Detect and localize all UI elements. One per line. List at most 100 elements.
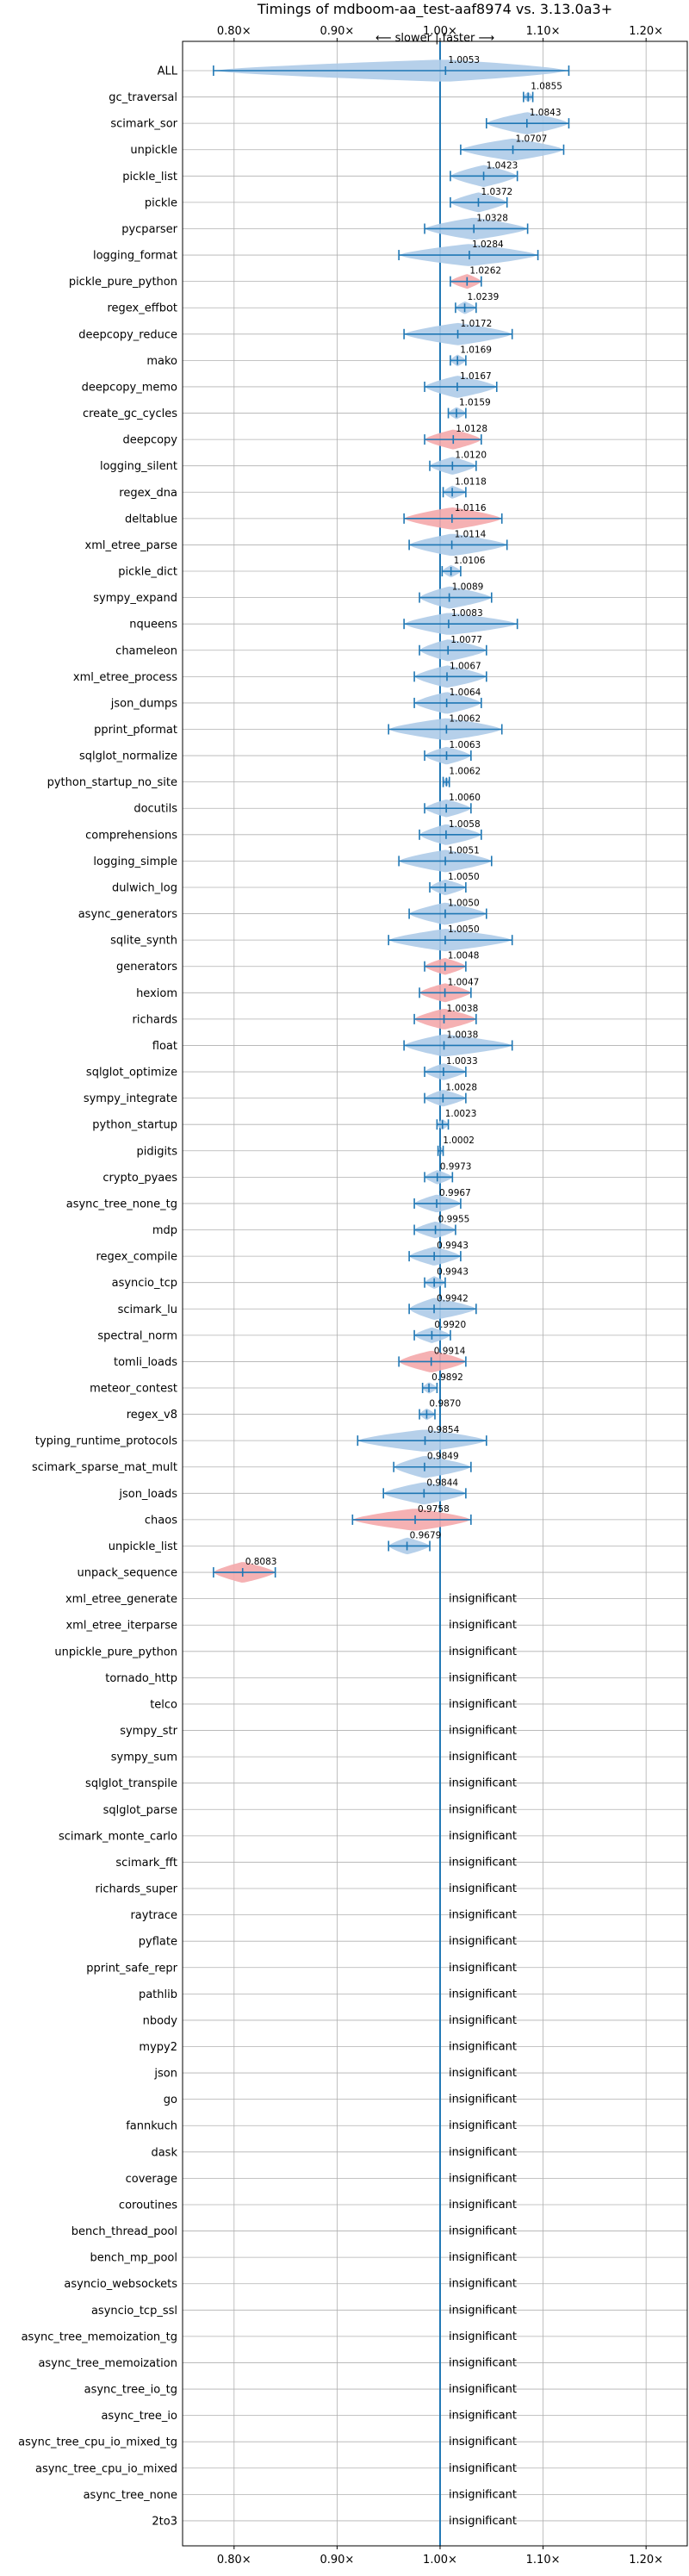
benchmark-row: chaos 0.9758 (145, 1504, 472, 1531)
value-label: 1.0060 (449, 793, 481, 803)
benchmark-name-label: tomli_loads (114, 1356, 177, 1369)
benchmark-name-label: nqueens (129, 619, 177, 632)
insignificant-label: insignificant (449, 2172, 517, 2185)
benchmark-row: coroutines insignificant (119, 2199, 517, 2212)
benchmark-row: asyncio_websockets insignificant (64, 2278, 517, 2292)
benchmark-row: sqlite_synth 1.0050 (110, 924, 513, 952)
benchmark-row: regex_compile 0.9943 (96, 1241, 469, 1266)
benchmark-name-label: comprehensions (85, 829, 177, 842)
benchmark-row: hexiom 1.0047 (136, 977, 479, 1003)
benchmark-name-label: dulwich_log (112, 881, 177, 894)
benchmark-name-label: typing_runtime_protocols (35, 1435, 177, 1448)
benchmark-row: dask insignificant (151, 2146, 516, 2160)
value-label: 1.0067 (450, 661, 481, 671)
value-label: 1.0050 (448, 924, 480, 935)
benchmark-row: sympy_sum insignificant (111, 1751, 517, 1764)
benchmark-row: pickle_dict 1.0106 (118, 556, 485, 579)
insignificant-label: insignificant (449, 1751, 517, 1764)
benchmark-row: json_dumps 1.0064 (110, 688, 482, 714)
benchmark-name-label: coverage (126, 2173, 177, 2186)
insignificant-label: insignificant (449, 1646, 517, 1658)
benchmark-row: async_tree_none_tg 0.9967 (66, 1188, 471, 1213)
value-label: 1.0023 (445, 1109, 477, 1119)
benchmark-name-label: async_tree_none_tg (66, 1198, 177, 1210)
benchmark-name-label: async_tree_io (101, 2410, 177, 2423)
value-label: 1.0843 (530, 108, 562, 118)
benchmark-name-label: docutils (133, 803, 177, 816)
benchmark-name-label: 2to3 (152, 2515, 177, 2528)
insignificant-label: insignificant (449, 1803, 517, 1816)
benchmark-name-label: json_dumps (110, 697, 177, 710)
insignificant-label: insignificant (449, 1935, 517, 1948)
benchmark-row: deltablue 1.0116 (125, 503, 503, 530)
benchmark-row: raytrace insignificant (130, 1909, 517, 1923)
benchmark-name-label: sqlglot_parse (103, 1804, 177, 1817)
value-label: 1.0050 (448, 872, 480, 882)
benchmark-row: sympy_integrate 1.0028 (84, 1083, 477, 1107)
benchmark-name-label: async_tree_cpu_io_mixed (35, 2462, 177, 2475)
x-tick-label-bottom: 0.80× (217, 2554, 251, 2567)
benchmark-row: xml_etree_parse 1.0114 (85, 529, 508, 557)
value-label: 1.0167 (460, 371, 492, 382)
benchmark-name-label: sympy_integrate (84, 1092, 177, 1105)
benchmark-name-label: hexiom (136, 987, 177, 1000)
benchmark-name-label: json_loads (118, 1488, 177, 1501)
benchmark-row: mypy2 insignificant (139, 2041, 517, 2055)
benchmark-rows: ALL 1.0053 gc_traversal 1.0855 scimark_sor 1.… (18, 55, 570, 2528)
benchmark-name-label: dask (151, 2146, 177, 2159)
benchmark-row: deepcopy 1.0128 (122, 424, 487, 450)
insignificant-label: insignificant (449, 2330, 517, 2343)
benchmark-name-label: asyncio_tcp_ssl (91, 2305, 177, 2318)
benchmark-row: ALL 1.0053 (158, 55, 570, 82)
insignificant-label: insignificant (449, 2067, 517, 2080)
value-label: 1.0063 (450, 740, 481, 750)
value-label: 1.0002 (443, 1136, 475, 1146)
benchmark-row: sqlglot_optimize 1.0033 (86, 1056, 478, 1080)
benchmark-row: nqueens 1.0083 (129, 608, 518, 635)
value-label: 1.0038 (447, 1030, 479, 1040)
benchmark-row: go insignificant (164, 2094, 517, 2107)
insignificant-label: insignificant (449, 1619, 517, 1632)
value-label: 1.0114 (455, 529, 487, 539)
benchmark-row: async_tree_memoization_tg insignificant (22, 2330, 517, 2344)
insignificant-label: insignificant (449, 2515, 517, 2528)
value-label: 0.9943 (437, 1267, 469, 1278)
benchmark-row: async_tree_cpu_io_mixed_tg insignificant (18, 2436, 517, 2449)
value-label: 1.0106 (454, 556, 486, 566)
benchmark-row: async_tree_none insignificant (84, 2488, 517, 2502)
benchmark-name-label: pathlib (139, 1988, 177, 2001)
value-label: 1.0262 (469, 266, 501, 277)
benchmark-name-label: go (164, 2094, 177, 2106)
x-tick-label-top: 1.20× (629, 25, 663, 38)
x-tick-label-top: 1.10× (526, 25, 561, 38)
x-tick-label-bottom: 1.00× (423, 2554, 457, 2567)
value-label: 1.0118 (455, 476, 487, 487)
value-label: 0.9973 (440, 1161, 472, 1172)
benchmark-name-label: logging_format (93, 250, 177, 263)
benchmark-row: json insignificant (153, 2067, 517, 2081)
benchmark-row: async_generators 1.0050 (78, 899, 487, 925)
value-label: 0.9870 (429, 1399, 461, 1409)
value-label: 1.0169 (460, 345, 492, 355)
benchmark-name-label: deepcopy_memo (82, 381, 177, 394)
benchmark-row: pickle_list 1.0423 (122, 160, 518, 188)
insignificant-label: insignificant (449, 2383, 517, 2396)
benchmark-row: create_gc_cycles 1.0159 (83, 398, 491, 421)
value-label: 1.0707 (516, 134, 548, 145)
insignificant-label: insignificant (449, 2199, 517, 2212)
benchmark-name-label: telco (150, 1698, 177, 1711)
benchmark-name-label: pycparser (121, 223, 177, 236)
benchmark-row: scimark_fft insignificant (115, 1856, 517, 1870)
value-label: 1.0284 (472, 240, 504, 250)
benchmark-row: bench_mp_pool insignificant (90, 2251, 517, 2265)
benchmark-name-label: crypto_pyaes (102, 1172, 177, 1185)
benchmark-name-label: ALL (158, 65, 178, 78)
value-label: 0.8083 (245, 1557, 277, 1567)
value-label: 1.0064 (450, 688, 481, 698)
value-label: 0.9955 (438, 1215, 470, 1225)
benchmark-name-label: logging_silent (100, 460, 177, 473)
value-label: 0.9920 (434, 1320, 466, 1330)
benchmark-row: mdp 0.9955 (152, 1215, 470, 1239)
benchmark-row: sqlglot_parse insignificant (103, 1803, 517, 1817)
